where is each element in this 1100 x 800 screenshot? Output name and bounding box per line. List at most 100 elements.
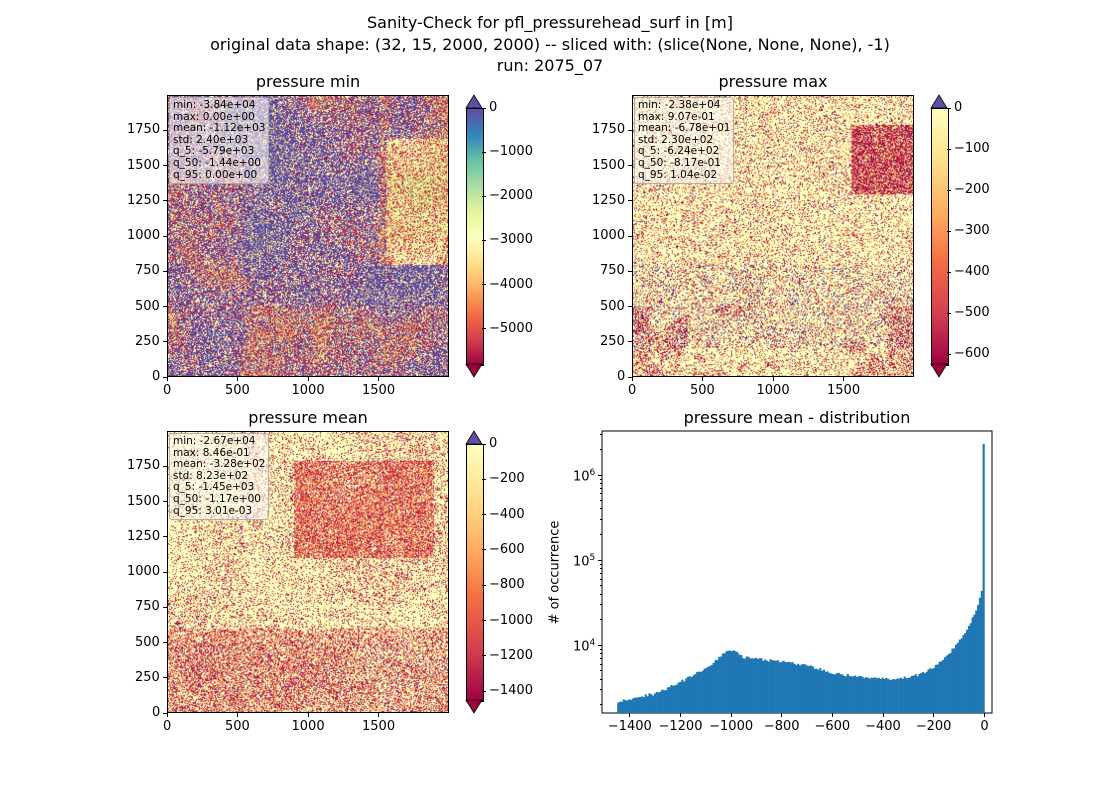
y-tick-mark bbox=[163, 536, 167, 538]
hist-bar bbox=[927, 669, 930, 713]
colorbar-tick-label: −200 bbox=[489, 471, 525, 487]
colorbar-tick-label: −1000 bbox=[489, 144, 533, 160]
hist-bar bbox=[674, 685, 677, 713]
hist-bar bbox=[901, 678, 904, 713]
hist-bar bbox=[734, 651, 737, 713]
y-tick-mark bbox=[163, 200, 167, 202]
hist-bar bbox=[918, 674, 921, 713]
hist-x-tick-mark bbox=[680, 713, 681, 717]
hist-bar bbox=[910, 675, 914, 713]
hist-bar bbox=[802, 663, 805, 713]
hist-bar bbox=[694, 674, 697, 713]
hist-bar bbox=[787, 661, 791, 713]
y-tick-mark bbox=[163, 501, 167, 502]
stat-line: q_95: 0.00e+00 bbox=[173, 168, 258, 181]
hist-bar bbox=[767, 661, 770, 713]
hist-bar bbox=[854, 675, 857, 713]
hist-y-minor-tick bbox=[600, 478, 602, 480]
x-tick-label: 0 bbox=[163, 383, 172, 398]
hist-bar bbox=[707, 666, 710, 713]
hist-y-minor-tick bbox=[600, 487, 602, 489]
hist-bar bbox=[793, 663, 796, 713]
colorbar-tick-mark bbox=[482, 151, 486, 153]
hist-bar bbox=[914, 674, 917, 713]
colorbar-tick-label: −500 bbox=[954, 305, 990, 321]
colorbar-tick-label: −800 bbox=[489, 577, 525, 593]
hist-bar bbox=[765, 660, 769, 713]
hist-bar bbox=[975, 610, 978, 713]
colorbar-tick-label: 0 bbox=[489, 436, 498, 451]
hist-bar bbox=[683, 681, 686, 713]
colorbar-tick-label: −400 bbox=[489, 506, 525, 522]
hist-bar bbox=[811, 666, 814, 713]
hist-bar bbox=[936, 664, 939, 713]
hist-bar bbox=[714, 660, 717, 713]
stat-line: mean: -3.28e+02 bbox=[173, 458, 266, 471]
y-tick-label: 750 bbox=[135, 263, 160, 279]
stat-line: max: 8.46e-01 bbox=[173, 446, 250, 459]
hist-bar bbox=[903, 676, 906, 713]
stat-line: min: -2.67e+04 bbox=[173, 435, 256, 447]
hist-y-minor-tick bbox=[600, 678, 602, 680]
hist-bar bbox=[784, 661, 787, 713]
hist-bar bbox=[769, 659, 772, 713]
colorbar-tick-mark bbox=[482, 239, 486, 241]
hist-bar bbox=[876, 678, 879, 713]
hist-x-tick-label: −1000 bbox=[709, 719, 754, 734]
hist-y-minor-tick bbox=[600, 585, 602, 587]
x-tick-label: 0 bbox=[628, 383, 637, 398]
hist-bar bbox=[685, 678, 688, 713]
x-tick-label: 0 bbox=[163, 719, 172, 734]
hist-bar bbox=[710, 664, 713, 713]
x-tick-mark bbox=[307, 377, 309, 381]
hist-bar bbox=[762, 660, 765, 713]
hist-bar bbox=[940, 661, 943, 713]
x-tick-mark bbox=[378, 377, 379, 381]
y-tick-label: 1250 bbox=[592, 192, 626, 208]
x-tick-label: 1500 bbox=[362, 719, 396, 734]
y-tick-mark bbox=[163, 270, 167, 272]
hist-bar bbox=[857, 676, 860, 713]
hist-bar bbox=[806, 665, 809, 713]
hist-bar bbox=[916, 676, 919, 713]
hist-bar bbox=[639, 696, 642, 713]
stat-line: mean: -1.12e+03 bbox=[173, 122, 266, 135]
hist-bar bbox=[742, 658, 745, 713]
hist-y-minor-tick bbox=[600, 482, 602, 484]
hist-bar bbox=[738, 654, 741, 713]
hist-bar bbox=[947, 654, 950, 713]
y-tick-mark bbox=[163, 465, 167, 467]
hist-bar bbox=[977, 604, 980, 713]
hist-bar bbox=[641, 696, 644, 713]
colorbar-tick-mark bbox=[482, 584, 486, 586]
stat-line: q_50: -1.44e+00 bbox=[173, 156, 261, 169]
hist-bar bbox=[723, 653, 726, 713]
y-tick-mark bbox=[628, 270, 632, 272]
hist-bar bbox=[745, 656, 748, 713]
hist-bar bbox=[758, 658, 761, 713]
hist-bar bbox=[731, 651, 734, 713]
colorbar-tick-label: −1400 bbox=[489, 683, 533, 699]
hist-bar bbox=[932, 668, 936, 713]
hist-x-tick-label: −800 bbox=[763, 719, 800, 734]
hist-y-minor-tick bbox=[600, 578, 602, 580]
hist-y-minor-tick bbox=[600, 434, 602, 436]
hist-bar bbox=[934, 664, 937, 713]
hist-y-minor-tick bbox=[600, 534, 602, 536]
hist-bar bbox=[797, 663, 800, 713]
panel-hist-title: pressure mean - distribution bbox=[683, 408, 911, 427]
hist-x-tick-mark bbox=[933, 713, 935, 717]
hist-x-tick-label: −1400 bbox=[607, 719, 652, 734]
hist-bar bbox=[920, 672, 923, 713]
hist-y-minor-tick bbox=[600, 449, 602, 450]
colorbar-tick-label: 0 bbox=[489, 100, 498, 115]
hist-bar bbox=[644, 694, 647, 713]
hist-bar bbox=[896, 678, 899, 713]
hist-bar bbox=[661, 689, 664, 713]
hist-bar bbox=[852, 676, 855, 713]
hist-bar bbox=[688, 676, 691, 713]
hist-bar bbox=[822, 669, 825, 713]
x-tick-mark bbox=[166, 377, 168, 381]
